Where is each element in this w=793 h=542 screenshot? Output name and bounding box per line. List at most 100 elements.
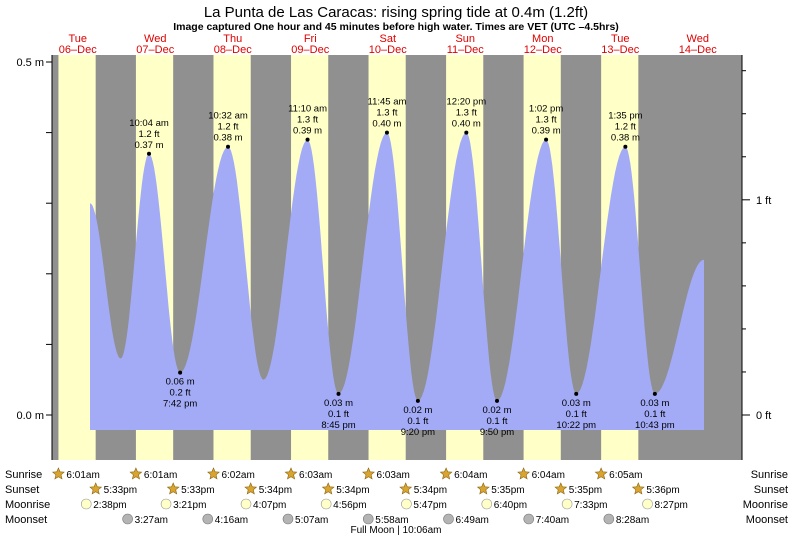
low-tide-meters: 0.06 m [166, 377, 195, 388]
low-tide-point [652, 391, 657, 396]
row-label-right: Sunset [754, 484, 788, 496]
low-tide-feet: 0.1 ft [328, 409, 349, 420]
moonrise-icon [320, 498, 332, 510]
low-tide-meters: 0.02 m [403, 405, 432, 416]
high-tide-feet: 1.2 ft [615, 122, 636, 133]
right-tick-label: 1 ft [756, 195, 771, 207]
low-tide-point [495, 398, 500, 403]
date-label: 07–Dec [136, 44, 174, 56]
day-of-week-label: Thu [223, 33, 242, 45]
moonrise-icon [80, 498, 92, 510]
high-tide-meters: 0.38 m [611, 133, 640, 144]
moonrise-icon [561, 498, 573, 510]
sunset-icon [399, 482, 413, 495]
moonrise-time: 6:40pm [494, 500, 527, 511]
moonset-time: 5:58am [375, 515, 408, 526]
date-label: 11–Dec [447, 44, 485, 56]
sunrise-time: 6:02am [221, 470, 254, 481]
axes: 0.5 m 0.0 m 1 ft 0 ft [16, 55, 771, 460]
moonrise-icon [160, 498, 172, 510]
row-label-left: Moonset [5, 514, 47, 526]
date-label: 06–Dec [59, 44, 97, 56]
moonrise-icon [481, 498, 493, 510]
date-label: 12–Dec [524, 44, 562, 56]
row-label-right: Sunrise [751, 469, 788, 481]
low-tide-point [574, 391, 579, 396]
date-label: 14–Dec [679, 44, 717, 56]
low-tide-meters: 0.03 m [562, 398, 591, 409]
high-tide-meters: 0.40 m [372, 119, 401, 130]
sunrise-icon [594, 467, 608, 480]
sunset-time: 5:33pm [104, 485, 137, 496]
day-of-week-label: Wed [687, 33, 709, 45]
high-tide-point [305, 137, 310, 142]
day-of-week-label: Sun [455, 33, 475, 45]
moonset-icon [122, 513, 133, 525]
moonset-time: 7:40am [536, 515, 569, 526]
high-tide-meters: 0.37 m [134, 140, 163, 151]
date-label: 08–Dec [214, 44, 252, 56]
sunset-time: 5:33pm [181, 485, 214, 496]
sunrise-icon [129, 467, 143, 480]
date-label: 13–Dec [601, 44, 639, 56]
day-of-week-label: Fri [304, 33, 317, 45]
moonset-icon [282, 513, 294, 525]
moonrise-icon [240, 498, 252, 510]
low-tide-time: 9:50 pm [480, 427, 514, 438]
low-tide-feet: 0.2 ft [170, 388, 191, 399]
daylight-band [58, 55, 96, 460]
low-tide-point [178, 370, 183, 375]
high-tide-point [147, 151, 152, 156]
sunrise-time: 6:01am [144, 470, 177, 481]
row-label-right: Moonset [746, 514, 788, 526]
moonrise-time: 2:38pm [93, 500, 126, 511]
high-tide-point [623, 144, 628, 149]
high-tide-feet: 1.2 ft [138, 129, 159, 140]
high-tide-meters: 0.40 m [452, 119, 481, 130]
high-tide-meters: 0.39 m [293, 126, 322, 137]
low-tide-feet: 0.1 ft [486, 416, 507, 427]
moonrise-time: 7:33pm [574, 500, 607, 511]
low-tide-time: 10:22 pm [556, 420, 596, 431]
sunset-icon [166, 482, 180, 495]
high-tide-meters: 0.38 m [213, 133, 242, 144]
day-of-week-label: Sat [379, 33, 396, 45]
high-tide-feet: 1.2 ft [217, 122, 238, 133]
moonrise-time: 8:27pm [655, 500, 688, 511]
high-tide-time: 11:10 am [288, 104, 327, 115]
sunset-time: 5:34pm [336, 485, 369, 496]
row-label-left: Moonrise [5, 499, 50, 511]
sunset-time: 5:34pm [259, 485, 292, 496]
day-of-week-label: Mon [532, 33, 553, 45]
low-tide-meters: 0.03 m [324, 398, 353, 409]
sunrise-icon [439, 467, 453, 480]
moonset-icon [362, 513, 374, 525]
low-tide-feet: 0.1 ft [566, 409, 587, 420]
low-tide-feet: 0.1 ft [407, 416, 428, 427]
low-tide-time: 9:20 pm [401, 427, 435, 438]
sunset-icon [476, 482, 490, 495]
moon-phase-label: Full Moon | 10:06am [351, 525, 442, 536]
water-area [90, 132, 704, 430]
moonset-time: 5:07am [295, 515, 328, 526]
tide-curve [90, 132, 704, 430]
sunrise-time: 6:01am [66, 470, 99, 481]
sunrise-icon [51, 467, 65, 480]
moonrise-time: 4:56pm [333, 500, 366, 511]
high-tide-point [544, 137, 549, 142]
high-tide-time: 12:20 pm [447, 97, 487, 108]
chart-title: La Punta de Las Caracas: rising spring t… [204, 4, 588, 21]
sunset-time: 5:36pm [646, 485, 679, 496]
moonrise-icon [642, 498, 653, 510]
low-tide-time: 10:43 pm [635, 420, 675, 431]
moonset-icon [202, 513, 214, 525]
day-of-week-label: Tue [68, 33, 87, 45]
right-tick-label: 0 ft [756, 410, 771, 422]
low-tide-point [415, 398, 420, 403]
sunrise-icon [362, 467, 375, 480]
moonset-time: 4:16am [215, 515, 248, 526]
sunrise-time: 6:04am [454, 470, 487, 481]
sunset-icon [554, 482, 568, 495]
low-tide-feet: 0.1 ft [644, 409, 665, 420]
